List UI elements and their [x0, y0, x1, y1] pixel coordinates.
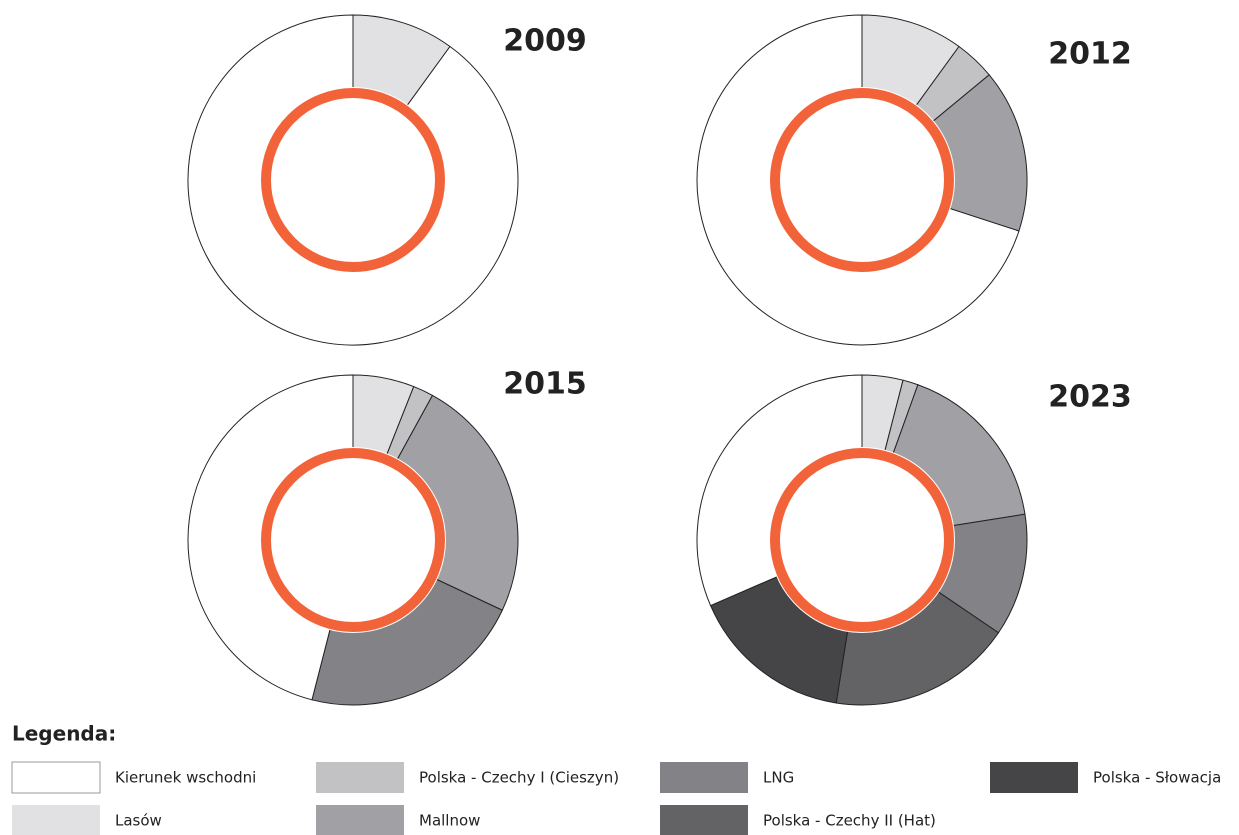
- legend-title: Legenda:: [12, 722, 116, 746]
- center-ring: [261, 448, 445, 632]
- legend-swatch: [316, 762, 404, 793]
- legend-swatch: [12, 805, 100, 835]
- center-ring: [770, 448, 954, 632]
- chart-title: 2012: [1048, 37, 1132, 72]
- legend-swatch: [316, 805, 404, 835]
- donut-hole: [260, 87, 446, 273]
- donut-hole: [769, 447, 955, 633]
- legend-label: Polska - Czechy I (Cieszyn): [419, 769, 619, 787]
- donut-hole: [769, 87, 955, 273]
- legend-label: Lasów: [115, 812, 162, 830]
- chart-title: 2015: [503, 367, 587, 402]
- legend-swatch: [990, 762, 1078, 793]
- legend-swatch: [11, 761, 101, 794]
- center-ring: [261, 88, 445, 272]
- legend-label: Polska - Czechy II (Hat): [763, 812, 936, 830]
- legend-label: Polska - Słowacja: [1093, 769, 1221, 787]
- center-ring: [770, 88, 954, 272]
- chart-title: 2009: [503, 24, 587, 59]
- chart-title: 2023: [1048, 380, 1132, 415]
- legend-label: Mallnow: [419, 812, 480, 830]
- legend-label: LNG: [763, 769, 794, 787]
- donut-hole: [260, 447, 446, 633]
- legend-swatch: [660, 805, 748, 835]
- legend-swatch: [660, 762, 748, 793]
- legend-label: Kierunek wschodni: [115, 769, 256, 787]
